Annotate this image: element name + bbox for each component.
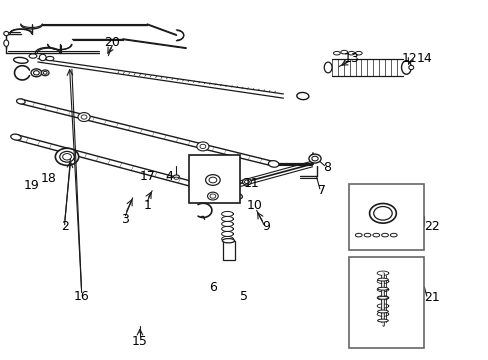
Ellipse shape xyxy=(196,142,208,151)
Ellipse shape xyxy=(377,310,387,313)
Ellipse shape xyxy=(372,233,379,237)
Text: 11: 11 xyxy=(244,177,259,190)
Ellipse shape xyxy=(55,148,79,165)
Text: 15: 15 xyxy=(132,335,147,348)
Ellipse shape xyxy=(205,175,220,185)
Ellipse shape xyxy=(408,65,413,69)
Ellipse shape xyxy=(401,61,410,74)
Text: 22: 22 xyxy=(423,220,439,233)
Ellipse shape xyxy=(381,233,387,237)
Text: 19: 19 xyxy=(24,179,40,192)
Ellipse shape xyxy=(373,207,391,220)
Ellipse shape xyxy=(4,40,9,46)
Ellipse shape xyxy=(208,177,216,183)
Text: 5: 5 xyxy=(240,289,248,303)
Ellipse shape xyxy=(231,193,242,199)
Ellipse shape xyxy=(17,99,25,104)
Ellipse shape xyxy=(33,71,39,75)
Ellipse shape xyxy=(364,233,370,237)
Ellipse shape xyxy=(81,115,87,119)
Ellipse shape xyxy=(324,62,331,73)
Text: 2: 2 xyxy=(61,220,68,233)
Ellipse shape xyxy=(4,31,9,36)
Ellipse shape xyxy=(43,71,47,74)
Text: 20: 20 xyxy=(104,36,120,49)
Ellipse shape xyxy=(377,319,387,322)
Ellipse shape xyxy=(311,156,318,161)
Text: 3: 3 xyxy=(121,213,129,226)
Ellipse shape xyxy=(14,57,28,63)
Text: 4: 4 xyxy=(165,170,173,183)
Ellipse shape xyxy=(173,175,179,178)
Ellipse shape xyxy=(78,113,90,122)
Ellipse shape xyxy=(377,278,387,281)
Text: 21: 21 xyxy=(423,291,439,305)
Ellipse shape xyxy=(308,154,321,163)
Ellipse shape xyxy=(296,93,308,100)
Ellipse shape xyxy=(242,179,251,185)
Ellipse shape xyxy=(340,50,347,54)
Ellipse shape xyxy=(355,233,362,237)
Ellipse shape xyxy=(377,296,387,299)
Text: 18: 18 xyxy=(41,172,57,185)
Text: 13: 13 xyxy=(343,52,359,65)
Bar xyxy=(348,257,424,348)
Ellipse shape xyxy=(333,51,340,55)
Ellipse shape xyxy=(200,144,205,149)
Ellipse shape xyxy=(31,69,41,77)
Text: 8: 8 xyxy=(323,161,330,174)
Ellipse shape xyxy=(347,51,354,55)
Text: 9: 9 xyxy=(262,220,270,233)
Ellipse shape xyxy=(29,54,37,58)
Ellipse shape xyxy=(60,152,74,162)
Text: 17: 17 xyxy=(139,170,155,183)
Text: 12: 12 xyxy=(401,52,417,65)
Ellipse shape xyxy=(222,239,234,243)
Ellipse shape xyxy=(174,177,179,179)
Text: 1: 1 xyxy=(143,198,151,212)
Ellipse shape xyxy=(369,203,395,223)
Ellipse shape xyxy=(389,233,396,237)
Ellipse shape xyxy=(207,192,218,200)
Ellipse shape xyxy=(41,70,49,76)
Text: 6: 6 xyxy=(208,281,216,294)
Text: 14: 14 xyxy=(416,52,431,65)
Ellipse shape xyxy=(377,287,387,290)
Ellipse shape xyxy=(209,194,215,198)
Ellipse shape xyxy=(39,54,46,61)
Ellipse shape xyxy=(11,134,21,140)
Bar xyxy=(188,155,239,203)
Ellipse shape xyxy=(355,51,362,55)
Ellipse shape xyxy=(268,161,278,167)
Ellipse shape xyxy=(62,154,71,160)
Bar xyxy=(222,241,234,260)
Text: 7: 7 xyxy=(318,184,325,197)
Ellipse shape xyxy=(46,57,54,61)
Bar xyxy=(348,184,424,249)
Text: 10: 10 xyxy=(246,198,262,212)
Text: 16: 16 xyxy=(74,289,89,303)
Ellipse shape xyxy=(244,180,249,184)
